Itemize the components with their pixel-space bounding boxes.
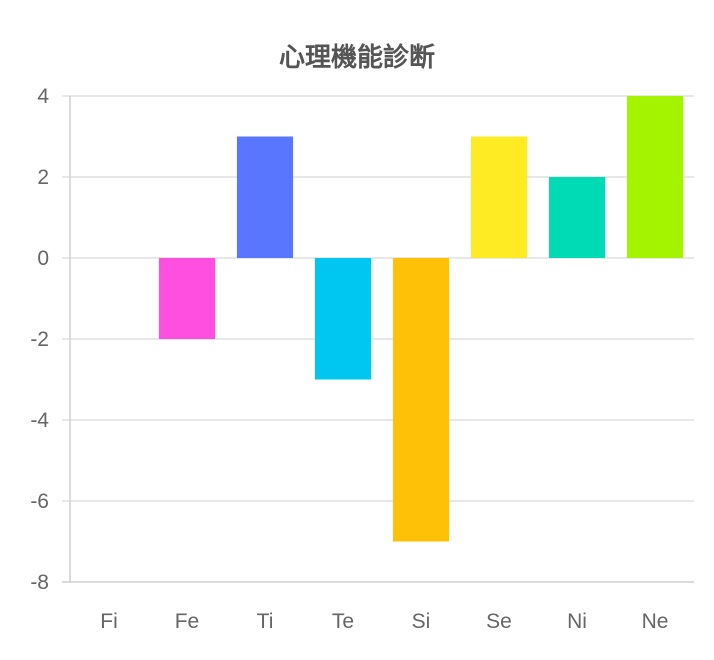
x-tick-label: Ne: [642, 610, 669, 633]
bar-fe[interactable]: [158, 258, 216, 339]
y-tick-label: 2: [37, 166, 49, 189]
y-tick-label: -4: [30, 409, 49, 432]
y-axis-ticks: 4 2 0 -2 -4 -6 -8: [30, 85, 49, 594]
grid-lines: [62, 95, 694, 583]
x-tick-label: Si: [412, 610, 431, 633]
x-tick-label: Se: [486, 610, 512, 633]
y-tick-label: 0: [37, 247, 49, 270]
x-tick-label: Ni: [567, 610, 587, 633]
x-axis-ticks: Fi Fe Ti Te Si Se Ni Ne: [100, 610, 668, 633]
x-tick-label: Fe: [175, 610, 200, 633]
x-tick-label: Fi: [100, 610, 118, 633]
bar-ti[interactable]: [236, 136, 294, 259]
chart-title: 心理機能診断: [279, 42, 435, 73]
bar-ne[interactable]: [626, 96, 684, 258]
x-tick-label: Ti: [257, 610, 274, 633]
bar-si[interactable]: [392, 258, 450, 542]
bar-te[interactable]: [314, 258, 372, 380]
y-tick-label: -8: [30, 571, 49, 594]
y-tick-label: 4: [37, 85, 49, 108]
x-tick-label: Te: [332, 610, 354, 633]
y-tick-label: -2: [30, 328, 49, 351]
bar-se[interactable]: [470, 136, 528, 259]
bar-ni[interactable]: [548, 177, 606, 258]
y-tick-label: -6: [30, 490, 49, 513]
bars: [158, 96, 684, 542]
